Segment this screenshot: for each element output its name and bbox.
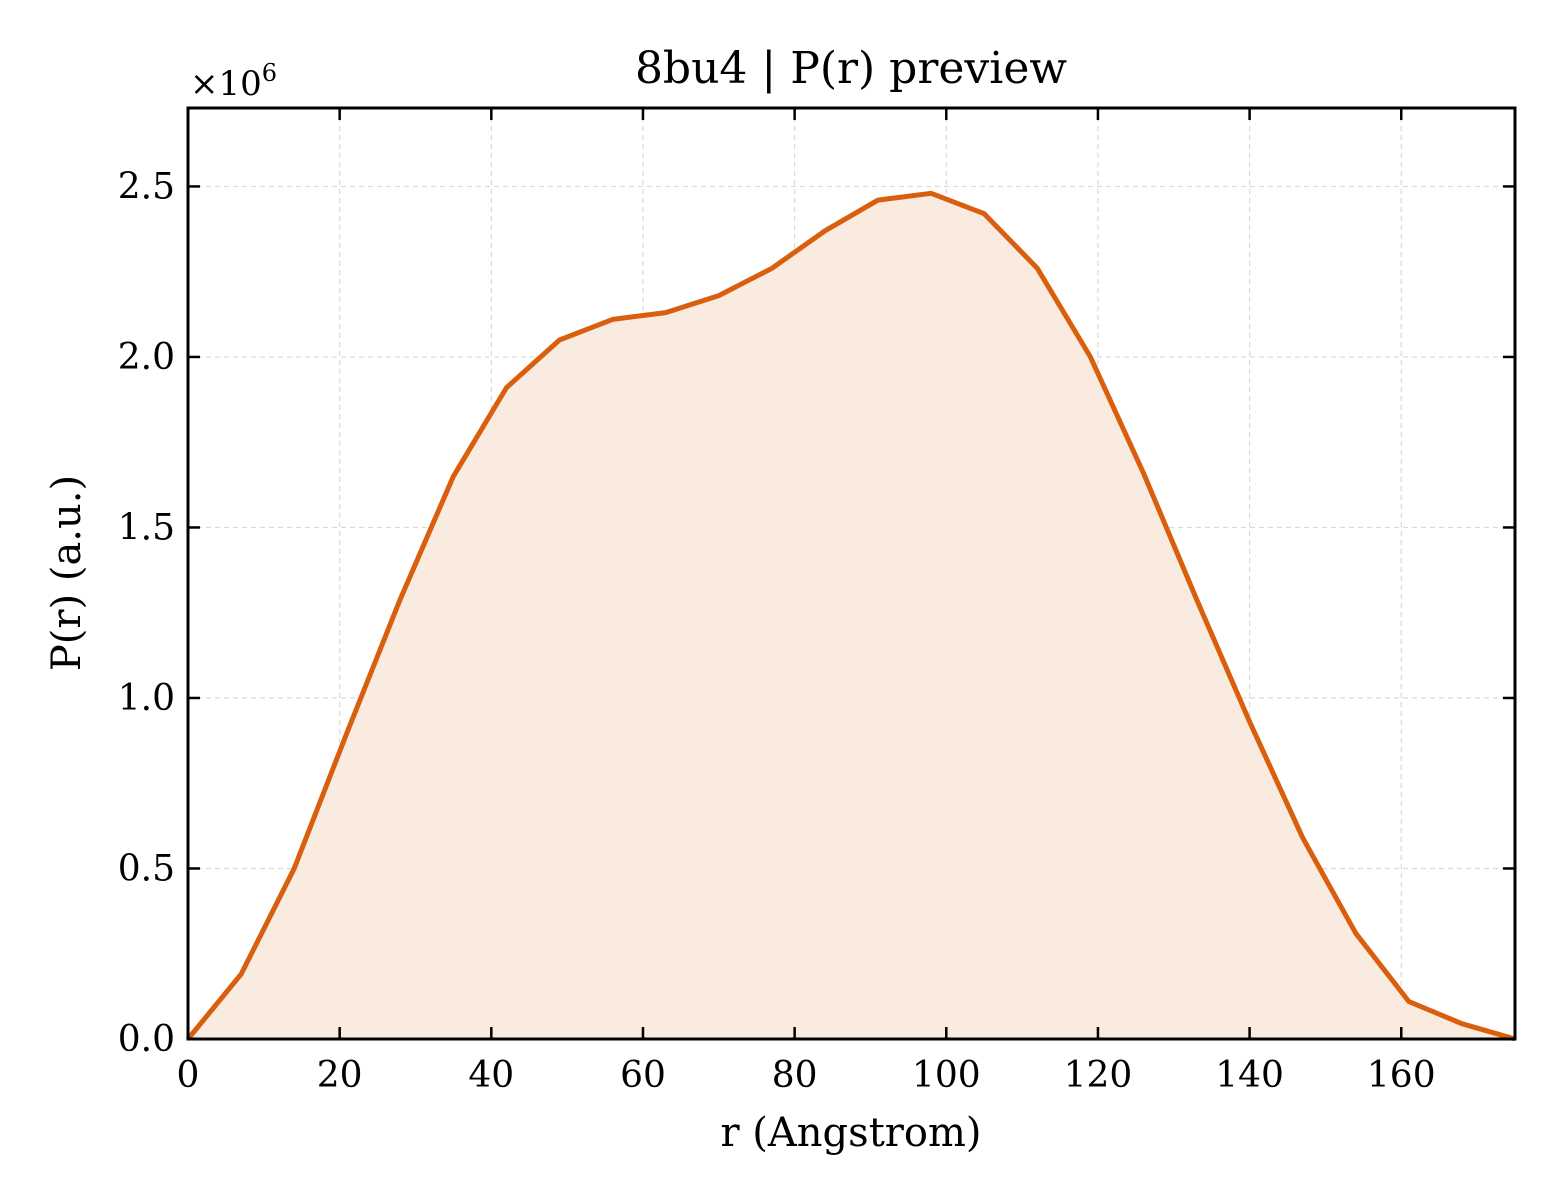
axis-ticks: 0 20 40 60 80 100 120 140 160 0.0 0.5 1.0 1.5 2.0 2.5 xyxy=(118,108,1515,1096)
y-tick-label: 0.5 xyxy=(118,848,175,889)
y-tick-label: 0.0 xyxy=(118,1019,175,1060)
x-tick-label: 40 xyxy=(468,1055,514,1096)
y-tick-label: 2.5 xyxy=(118,166,175,207)
x-tick-label: 100 xyxy=(912,1055,981,1096)
y-tick-label: 2.0 xyxy=(118,337,175,378)
y-tick-label: 1.0 xyxy=(118,678,175,719)
series-line xyxy=(186,190,1516,1042)
plot-frame xyxy=(186,106,1517,1041)
chart-title: 8bu4 | P(r) preview xyxy=(635,43,1067,94)
y-multiplier: ×106 xyxy=(190,59,277,104)
x-axis-label: r (Angstrom) xyxy=(720,1110,981,1156)
x-tick-label: 0 xyxy=(177,1055,200,1096)
x-tick-label: 140 xyxy=(1215,1055,1284,1096)
x-tick-label: 120 xyxy=(1064,1055,1133,1096)
x-tick-label: 80 xyxy=(772,1055,818,1096)
y-axis-label: P(r) (a.u.) xyxy=(44,475,90,671)
y-tick-label: 1.5 xyxy=(118,507,175,548)
area-fill xyxy=(188,193,1515,1040)
x-tick-label: 20 xyxy=(317,1055,363,1096)
x-tick-label: 60 xyxy=(620,1055,666,1096)
x-tick-label: 160 xyxy=(1367,1055,1436,1096)
